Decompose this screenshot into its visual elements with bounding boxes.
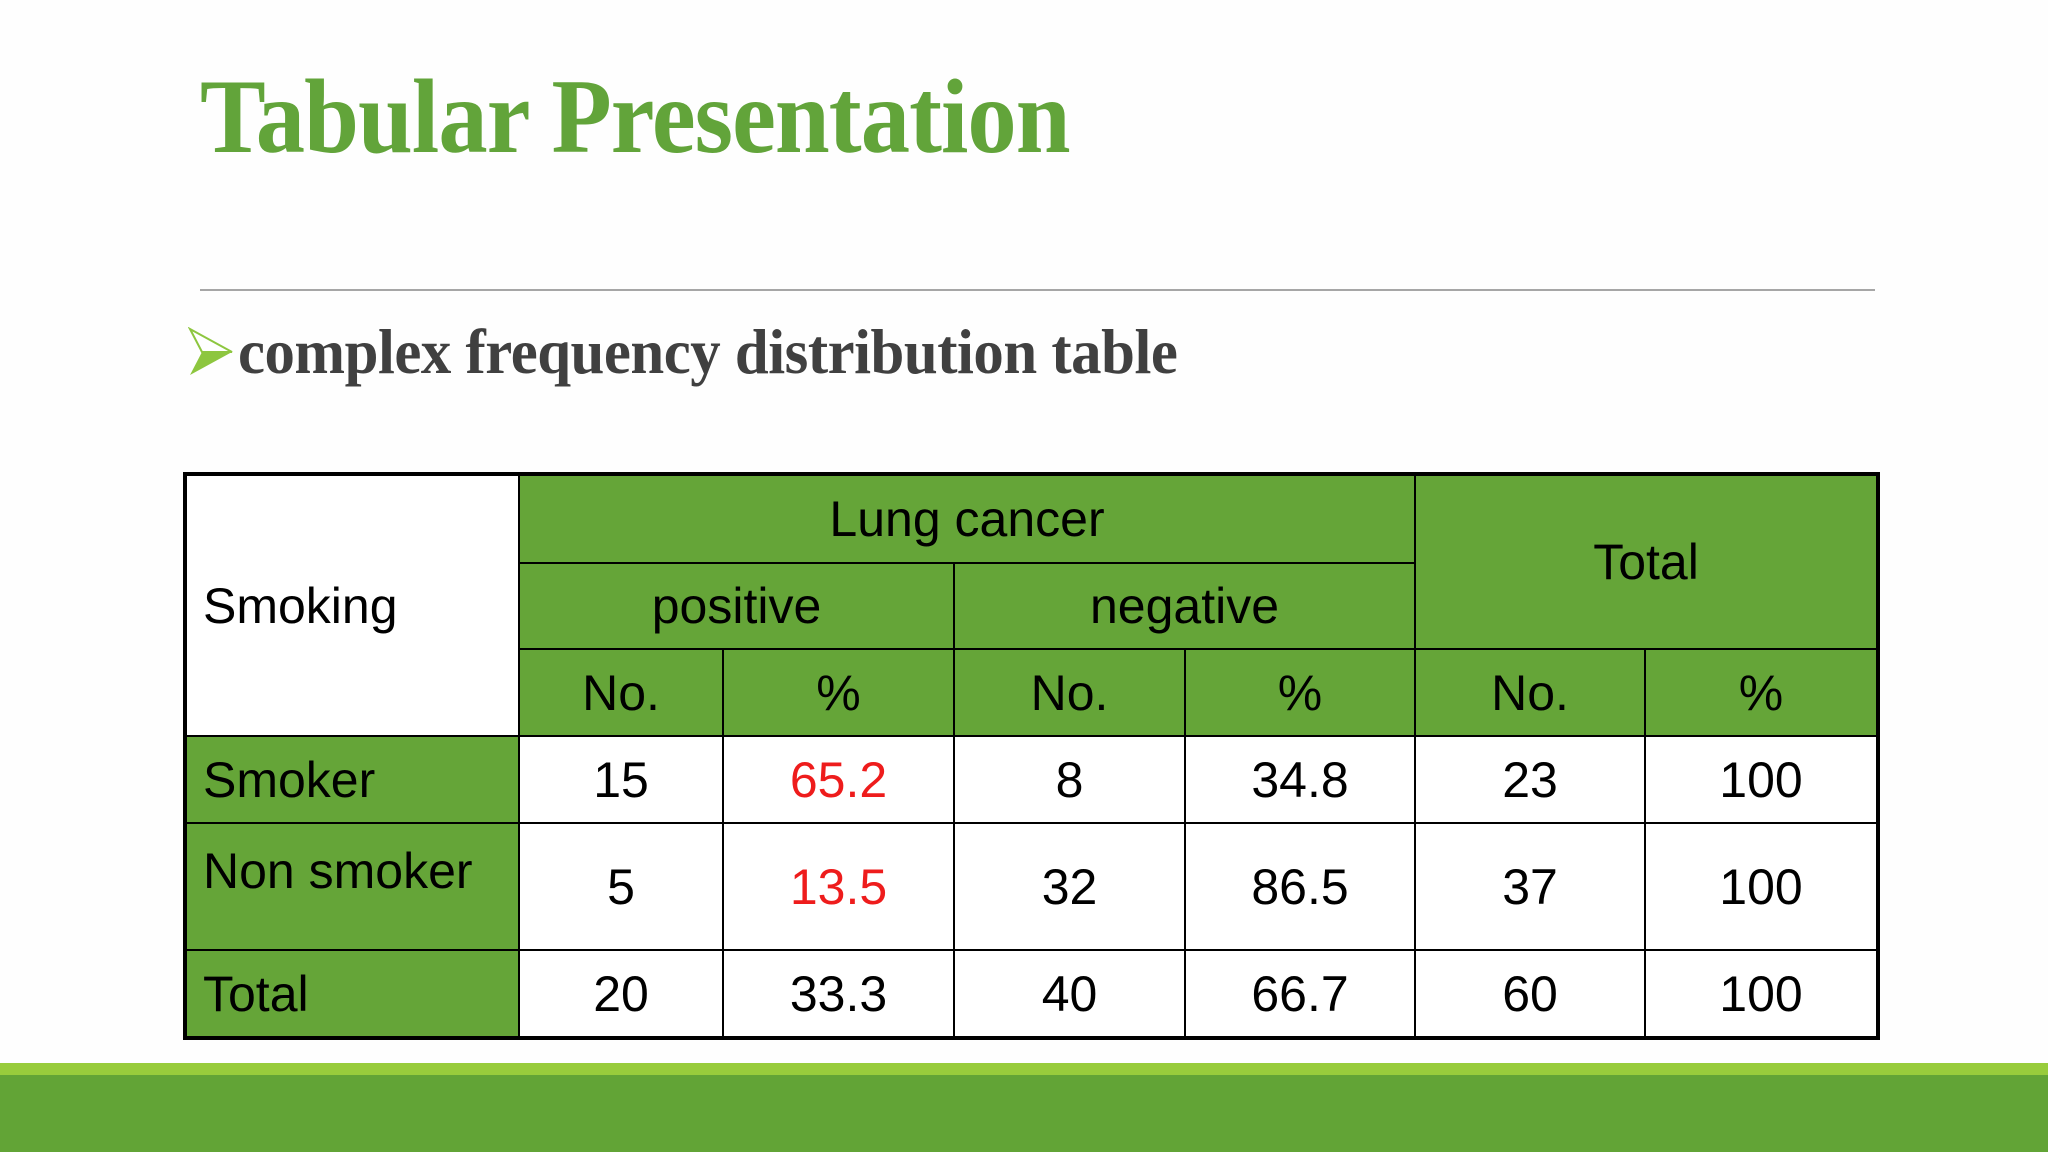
table-row-total: Total 20 33.3 40 66.7 60 100 bbox=[184, 949, 1880, 1039]
cell: 32 bbox=[953, 822, 1186, 951]
bullet-text: complex frequency distribution table bbox=[238, 316, 1178, 387]
col-label-negative-pct: % bbox=[1183, 648, 1417, 737]
col-label-total-no: No. bbox=[1414, 648, 1647, 737]
header-total: Total bbox=[1414, 473, 1880, 650]
cell: 33.3 bbox=[722, 949, 955, 1039]
cell: 66.7 bbox=[1183, 949, 1417, 1039]
col-label-negative-no: No. bbox=[953, 648, 1186, 737]
cell: 100 bbox=[1644, 949, 1880, 1039]
cell: 100 bbox=[1644, 735, 1880, 824]
col-label-total-pct: % bbox=[1644, 648, 1880, 737]
slide-title: Tabular Presentation bbox=[200, 58, 1071, 175]
row-label: Total bbox=[184, 949, 520, 1039]
cell: 5 bbox=[518, 822, 724, 951]
cell: 60 bbox=[1414, 949, 1647, 1039]
footer-band bbox=[0, 1075, 2048, 1152]
cell: 20 bbox=[518, 949, 724, 1039]
row-header-smoking: Smoking bbox=[184, 473, 520, 737]
col-label-positive-pct: % bbox=[722, 648, 955, 737]
cell: 34.8 bbox=[1183, 735, 1417, 824]
cell: 40 bbox=[953, 949, 1186, 1039]
header-lung-cancer: Lung cancer bbox=[517, 473, 1417, 564]
cell-highlighted: 13.5 bbox=[722, 822, 955, 951]
cell: 86.5 bbox=[1183, 822, 1417, 951]
footer-stripe-light bbox=[0, 1063, 2048, 1075]
cell: 15 bbox=[518, 735, 724, 824]
cell: 37 bbox=[1414, 822, 1647, 951]
arrowhead-bullet-icon bbox=[188, 327, 233, 375]
frequency-table: Smoking Lung cancer Total positive negat… bbox=[183, 472, 1881, 1040]
row-label: Non smoker bbox=[184, 822, 520, 951]
table-row: Smoker 15 65.2 8 34.8 23 100 bbox=[184, 735, 1880, 824]
table-row: Non smoker 5 13.5 32 86.5 37 100 bbox=[184, 822, 1880, 951]
header-negative: negative bbox=[952, 562, 1417, 650]
cell-highlighted: 65.2 bbox=[722, 735, 955, 824]
bullet-item: complex frequency distribution table bbox=[188, 312, 1227, 392]
title-divider bbox=[200, 289, 1875, 291]
cell: 100 bbox=[1644, 822, 1880, 951]
cell: 8 bbox=[953, 735, 1186, 824]
col-label-positive-no: No. bbox=[518, 648, 724, 737]
row-label: Smoker bbox=[184, 735, 520, 824]
header-positive: positive bbox=[518, 562, 955, 650]
cell: 23 bbox=[1414, 735, 1647, 824]
